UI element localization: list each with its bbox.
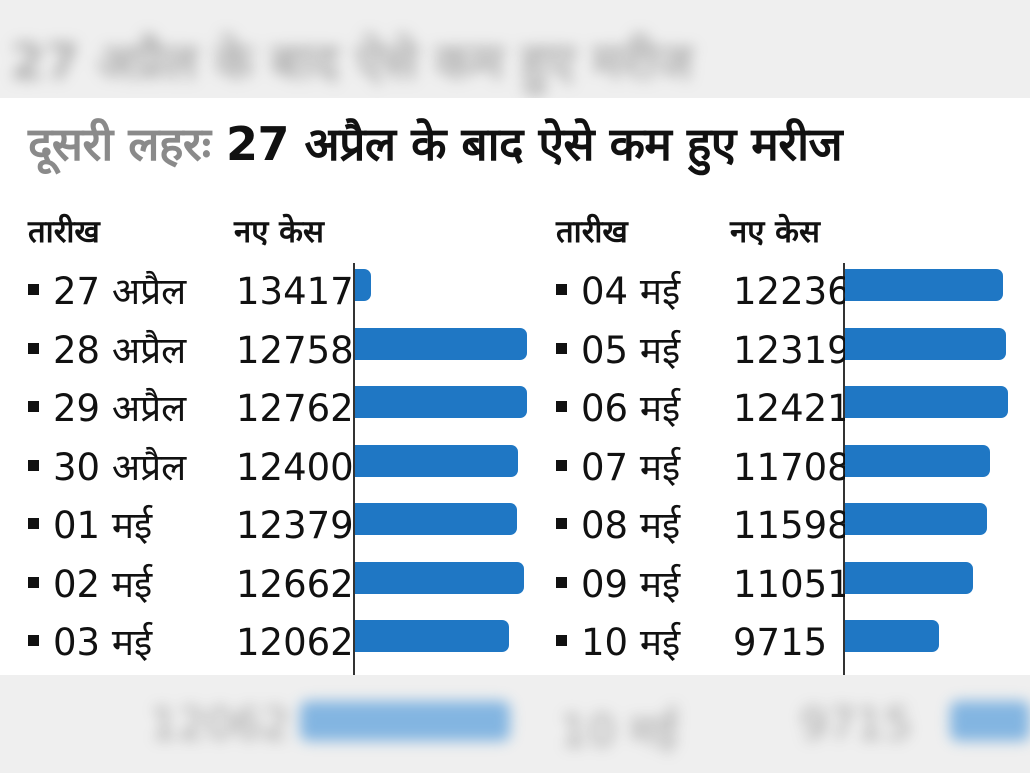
- bullet-icon: [28, 342, 39, 354]
- case-bar: [355, 620, 509, 652]
- case-value-label: 12421: [733, 390, 845, 427]
- case-bar: [845, 269, 1004, 301]
- bullet-icon: [556, 576, 567, 588]
- blurred-footer-content: 12062 10 मई 9715: [0, 675, 1030, 773]
- case-value-label: 12062: [236, 621, 354, 664]
- date-text: 02 मई: [53, 562, 153, 606]
- case-bar: [845, 386, 1009, 418]
- date-text: 07 मई: [581, 445, 681, 489]
- case-value-label: 13417: [236, 270, 354, 313]
- bullet-icon: [556, 635, 567, 646]
- date-text: 10 मई: [581, 621, 681, 664]
- bullet-icon: [28, 576, 39, 588]
- axis-line-right: [843, 263, 845, 679]
- case-bar: [845, 503, 988, 535]
- case-value-label: 12379: [236, 504, 354, 547]
- case-bar: [355, 503, 518, 535]
- date-label: 03 मई: [28, 624, 152, 661]
- bullet-icon: [556, 284, 567, 295]
- case-value-label: 12762: [236, 387, 354, 430]
- date-text: 01 मई: [53, 504, 153, 547]
- chart-title-prefix: दूसरी लहरः: [28, 117, 211, 171]
- date-label: 01 मई: [28, 507, 152, 544]
- date-text: 28 अप्रैल: [53, 328, 187, 372]
- bullet-icon: [28, 518, 39, 529]
- date-label: 07 मई: [556, 449, 680, 486]
- case-bar: [355, 269, 371, 301]
- case-bar: [355, 444, 518, 477]
- date-label: 28 अप्रैल: [28, 332, 186, 369]
- case-bar: [355, 561, 525, 594]
- date-label: 02 मई: [28, 566, 152, 603]
- date-text: 06 मई: [581, 387, 681, 430]
- bullet-icon: [28, 459, 39, 471]
- ghost-value-left: 12062: [150, 699, 290, 750]
- case-bar: [845, 620, 940, 652]
- date-label: 27 अप्रैल: [28, 273, 186, 310]
- case-bar: [355, 386, 527, 418]
- header-cases-left: नए केस: [234, 214, 324, 250]
- date-text: 09 मई: [581, 562, 681, 606]
- ghost-value-right: 9715: [800, 699, 912, 750]
- case-value-label: 11051: [733, 565, 845, 603]
- case-value-label: 12236: [733, 273, 845, 310]
- case-value-label: 11598: [733, 507, 845, 544]
- date-label: 30 अप्रैल: [28, 449, 186, 486]
- case-value-label: 12662: [236, 562, 354, 606]
- date-text: 29 अप्रैल: [53, 387, 187, 430]
- header-cases-right: नए केस: [730, 214, 820, 250]
- date-label: 10 मई: [556, 624, 680, 661]
- chart-panel: दूसरी लहरः 27 अप्रैल के बाद ऐसे कम हुए म…: [0, 98, 1030, 679]
- date-label: 06 मई: [556, 390, 680, 427]
- date-label: 04 मई: [556, 273, 680, 310]
- case-bar: [845, 561, 974, 594]
- header-date-right: तारीख: [556, 214, 628, 250]
- date-text: 05 मई: [581, 328, 681, 372]
- bullet-icon: [556, 459, 567, 471]
- ghost-bar-right: [950, 701, 1030, 741]
- axis-line-left: [353, 263, 355, 679]
- case-value-label: 12400: [236, 445, 354, 489]
- date-label: 09 मई: [556, 566, 680, 603]
- case-bar: [355, 327, 527, 360]
- bullet-icon: [28, 401, 39, 412]
- bullet-icon: [28, 635, 39, 646]
- blurred-footer-strip: 12062 10 मई 9715: [0, 675, 1030, 773]
- chart-title-main: 27 अप्रैल के बाद ऐसे कम हुए मरीज: [226, 117, 843, 171]
- header-date-left: तारीख: [28, 214, 100, 250]
- case-bar: [845, 327, 1006, 360]
- date-text: 03 मई: [53, 621, 153, 664]
- blurred-header-strip: 27 अप्रैल के बाद ऐसे कम हुए मरीज: [0, 0, 1030, 98]
- chart-title: दूसरी लहरः 27 अप्रैल के बाद ऐसे कम हुए म…: [28, 112, 843, 174]
- case-value-label: 12319: [733, 331, 845, 369]
- ghost-title: 27 अप्रैल के बाद ऐसे कम हुए मरीज: [10, 33, 693, 91]
- date-text: 30 अप्रैल: [53, 445, 187, 489]
- date-text: 08 मई: [581, 504, 681, 547]
- blurred-header-content: 27 अप्रैल के बाद ऐसे कम हुए मरीज: [0, 0, 1030, 98]
- date-text: 04 मई: [581, 270, 681, 313]
- case-value-label: 11708: [733, 448, 845, 486]
- bullet-icon: [28, 284, 39, 295]
- bullet-icon: [556, 518, 567, 529]
- case-bar: [845, 444, 990, 477]
- case-value-label: 12758: [236, 328, 354, 372]
- date-label: 05 मई: [556, 332, 680, 369]
- ghost-date-right: 10 मई: [560, 706, 678, 757]
- date-text: 27 अप्रैल: [53, 270, 187, 313]
- date-label: 29 अप्रैल: [28, 390, 186, 427]
- ghost-bar-left: [300, 701, 510, 741]
- case-value-label: 9715: [733, 624, 828, 661]
- bullet-icon: [556, 342, 567, 354]
- bullet-icon: [556, 401, 567, 412]
- date-label: 08 मई: [556, 507, 680, 544]
